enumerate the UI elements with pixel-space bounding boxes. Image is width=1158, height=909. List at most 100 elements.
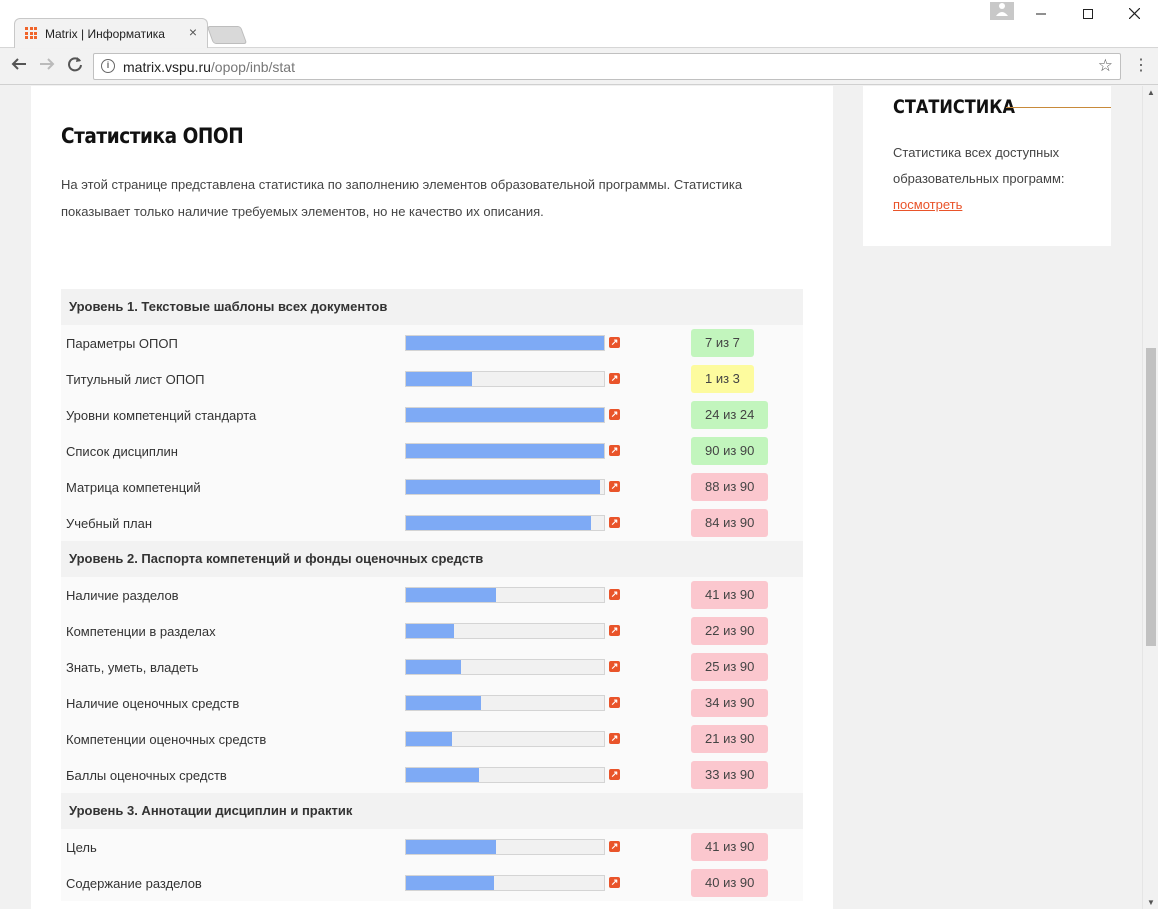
stat-row: Учебный план ↗ 84 из 90 — [61, 505, 803, 541]
external-link-icon[interactable]: ↗ — [609, 733, 620, 744]
status-badge: 88 из 90 — [691, 473, 769, 501]
minimize-icon[interactable] — [1021, 4, 1061, 26]
stat-row: Баллы оценочных средств ↗ 33 из 90 — [61, 757, 803, 793]
back-arrow-icon[interactable] — [8, 55, 30, 77]
statistics-table: Уровень 1. Текстовые шаблоны всех докуме… — [61, 289, 803, 901]
status-badge: 24 из 24 — [691, 401, 769, 429]
level-header: Уровень 1. Текстовые шаблоны всех докуме… — [61, 289, 803, 325]
forward-arrow-icon[interactable] — [36, 55, 58, 77]
sidebar-view-link[interactable]: посмотреть — [893, 197, 963, 212]
url-host: matrix.vspu.ru — [123, 59, 211, 75]
progress-bar-fill — [406, 444, 604, 458]
stat-row: Цель ↗ 41 из 90 — [61, 829, 803, 865]
stat-label: Параметры ОПОП — [66, 336, 178, 351]
stat-label: Учебный план — [66, 516, 152, 531]
external-link-icon[interactable]: ↗ — [609, 697, 620, 708]
scrollbar-thumb[interactable] — [1146, 348, 1156, 646]
progress-bar-fill — [406, 336, 604, 350]
external-link-icon[interactable]: ↗ — [609, 661, 620, 672]
progress-bar-fill — [406, 408, 604, 422]
progress-bar-fill — [406, 372, 472, 386]
stat-label: Содержание разделов — [66, 876, 202, 891]
maximize-icon[interactable] — [1068, 4, 1108, 26]
window-titlebar: Matrix | Информатика × — [0, 0, 1158, 48]
stat-row: Содержание разделов ↗ 40 из 90 — [61, 865, 803, 901]
progress-bar-fill — [406, 768, 479, 782]
close-icon[interactable] — [1114, 4, 1154, 26]
url-text[interactable]: matrix.vspu.ru/opop/inb/stat — [123, 59, 295, 75]
status-badge: 21 из 90 — [691, 725, 769, 753]
level-header: Уровень 3. Аннотации дисциплин и практик — [61, 793, 803, 829]
progress-bar — [405, 839, 605, 855]
reload-icon[interactable] — [64, 55, 86, 77]
stat-label: Матрица компетенций — [66, 480, 201, 495]
bookmark-star-icon[interactable]: ☆ — [1097, 56, 1113, 75]
progress-bar — [405, 479, 605, 495]
stat-row: Наличие оценочных средств ↗ 34 из 90 — [61, 685, 803, 721]
status-badge: 33 из 90 — [691, 761, 769, 789]
progress-bar-fill — [406, 696, 481, 710]
status-badge: 41 из 90 — [691, 581, 769, 609]
tab-title: Matrix | Информатика — [45, 27, 165, 41]
progress-bar — [405, 443, 605, 459]
url-path: /opop/inb/stat — [210, 59, 295, 75]
new-tab-button[interactable] — [206, 26, 248, 44]
progress-bar — [405, 335, 605, 351]
page-scrollbar[interactable]: ▲ ▼ — [1142, 86, 1158, 909]
browser-tab[interactable]: Matrix | Информатика × — [14, 18, 208, 48]
progress-bar — [405, 371, 605, 387]
stat-row: Параметры ОПОП ↗ 7 из 7 — [61, 325, 803, 361]
stat-row: Наличие разделов ↗ 41 из 90 — [61, 577, 803, 613]
progress-bar — [405, 515, 605, 531]
stat-row: Компетенции оценочных средств ↗ 21 из 90 — [61, 721, 803, 757]
stat-row: Список дисциплин ↗ 90 из 90 — [61, 433, 803, 469]
stat-label: Список дисциплин — [66, 444, 178, 459]
external-link-icon[interactable]: ↗ — [609, 409, 620, 420]
stat-row: Знать, уметь, владеть ↗ 25 из 90 — [61, 649, 803, 685]
stat-row: Матрица компетенций ↗ 88 из 90 — [61, 469, 803, 505]
address-bar[interactable]: i matrix.vspu.ru/opop/inb/stat ☆ — [93, 53, 1121, 80]
tab-close-icon[interactable]: × — [188, 24, 197, 40]
external-link-icon[interactable]: ↗ — [609, 481, 620, 492]
progress-bar-fill — [406, 516, 591, 530]
main-content: Статистика ОПОП На этой странице предста… — [31, 86, 833, 909]
progress-bar — [405, 695, 605, 711]
info-icon[interactable]: i — [101, 59, 115, 73]
stat-label: Баллы оценочных средств — [66, 768, 227, 783]
progress-bar — [405, 767, 605, 783]
sidebar-widget: СТАТИСТИКА Статистика всех доступных обр… — [863, 86, 1111, 246]
scroll-up-icon[interactable]: ▲ — [1147, 88, 1155, 97]
browser-toolbar: i matrix.vspu.ru/opop/inb/stat ☆ ⋮ — [0, 49, 1158, 85]
scroll-down-icon[interactable]: ▼ — [1147, 898, 1155, 907]
external-link-icon[interactable]: ↗ — [609, 589, 620, 600]
user-icon[interactable] — [990, 2, 1014, 20]
progress-bar — [405, 587, 605, 603]
status-badge: 25 из 90 — [691, 653, 769, 681]
progress-bar-fill — [406, 732, 453, 746]
external-link-icon[interactable]: ↗ — [609, 841, 620, 852]
page-title: Статистика ОПОП — [61, 124, 244, 148]
status-badge: 7 из 7 — [691, 329, 754, 357]
stat-label: Цель — [66, 840, 97, 855]
external-link-icon[interactable]: ↗ — [609, 769, 620, 780]
stat-label: Компетенции оценочных средств — [66, 732, 267, 747]
external-link-icon[interactable]: ↗ — [609, 877, 620, 888]
progress-bar — [405, 731, 605, 747]
page-description: На этой странице представлена статистика… — [61, 177, 743, 219]
stat-row: Уровни компетенций стандарта ↗ 24 из 24 — [61, 397, 803, 433]
status-badge: 41 из 90 — [691, 833, 769, 861]
status-badge: 90 из 90 — [691, 437, 769, 465]
external-link-icon[interactable]: ↗ — [609, 373, 620, 384]
stat-label: Знать, уметь, владеть — [66, 660, 199, 675]
stat-row: Титульный лист ОПОП ↗ 1 из 3 — [61, 361, 803, 397]
status-badge: 22 из 90 — [691, 617, 769, 645]
external-link-icon[interactable]: ↗ — [609, 517, 620, 528]
external-link-icon[interactable]: ↗ — [609, 625, 620, 636]
external-link-icon[interactable]: ↗ — [609, 445, 620, 456]
status-badge: 84 из 90 — [691, 509, 769, 537]
progress-bar-fill — [406, 480, 600, 494]
external-link-icon[interactable]: ↗ — [609, 337, 620, 348]
menu-dots-icon[interactable]: ⋮ — [1133, 57, 1149, 74]
sidebar-title: СТАТИСТИКА — [893, 96, 1015, 118]
sidebar-title-rule — [1006, 107, 1111, 108]
